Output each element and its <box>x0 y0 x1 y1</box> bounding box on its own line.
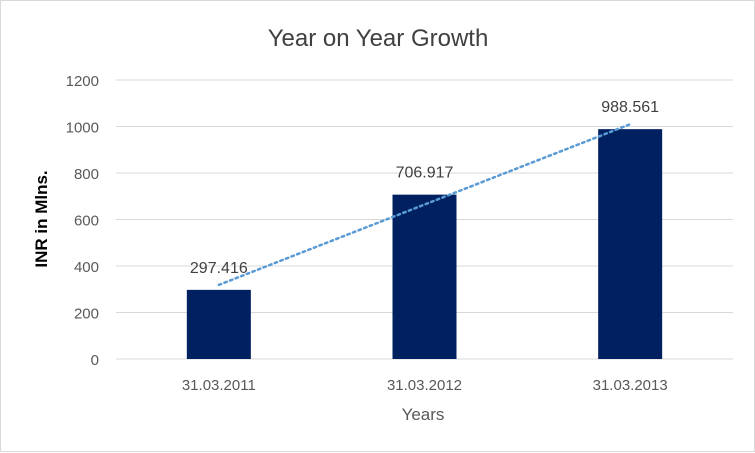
y-tick-label: 600 <box>74 213 99 230</box>
y-tick-label: 400 <box>74 259 99 276</box>
y-axis-title: INR in Mlns. <box>32 170 51 267</box>
y-tick-label: 1000 <box>66 120 99 137</box>
bar <box>186 289 251 359</box>
data-label: 988.561 <box>601 99 659 116</box>
y-tick-label: 0 <box>91 352 99 369</box>
y-tick-label: 1200 <box>66 73 99 90</box>
trendline-group <box>217 122 632 287</box>
data-label: 706.917 <box>396 165 454 182</box>
x-tick-label: 31.03.2011 <box>182 377 256 394</box>
data-label: 297.416 <box>190 260 248 277</box>
bars <box>186 129 663 359</box>
chart-title: Year on Year Growth <box>268 25 489 52</box>
x-axis-ticks: 31.03.2011 31.03.2012 31.03.2013 <box>182 377 668 394</box>
bar <box>392 194 457 359</box>
data-labels: 297.416 706.917 988.561 <box>190 99 659 277</box>
x-tick-label: 31.03.2012 <box>387 377 462 394</box>
bar <box>598 129 663 359</box>
y-tick-label: 800 <box>74 166 99 183</box>
y-tick-label: 200 <box>74 306 99 323</box>
y-axis-ticks: 0 200 400 600 800 1000 1200 <box>66 73 99 369</box>
trendline <box>217 122 632 287</box>
x-axis-title: Years <box>402 405 445 424</box>
x-tick-label: 31.03.2013 <box>593 377 668 394</box>
